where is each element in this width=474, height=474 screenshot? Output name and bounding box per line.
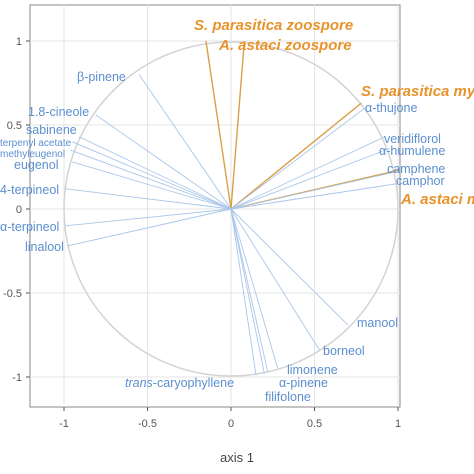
label-s-parasitica-my: S. parasitica my	[361, 83, 474, 100]
vector-terpineol	[65, 208, 232, 227]
vector-s-parasitica-zoospore	[205, 40, 232, 210]
label-filifolone: filifolone	[265, 390, 311, 404]
label-veridiflorol: veridiflorol	[384, 132, 441, 146]
vector-pinene	[230, 208, 269, 373]
vector-manool	[230, 208, 349, 326]
vector-limonene	[230, 208, 279, 369]
y-tick-label: 1	[16, 36, 22, 48]
vector-borneol	[230, 208, 320, 351]
vector-thujone	[230, 107, 365, 210]
label-pinene: β-pinene	[77, 70, 126, 84]
unit-circle	[63, 41, 399, 377]
label-eugenol: eugenol	[14, 158, 59, 172]
label-a-astaci-zoospore: A. astaci zoospore	[218, 37, 352, 54]
x-axis-title: axis 1	[220, 450, 254, 465]
y-tick-label: -0.5	[3, 288, 22, 300]
x-tick-label: -0.5	[138, 418, 157, 430]
label-a-astaci-m: A. astaci m	[400, 191, 474, 208]
x-tick-label: -1	[59, 418, 69, 430]
label-limonene: limonene	[287, 363, 338, 377]
vector-sabinene	[78, 136, 232, 210]
vector-s-parasitica-my	[230, 102, 362, 210]
label-thujone: α-thujone	[365, 101, 417, 115]
label-methyleugenol: methyleugenol	[0, 149, 65, 160]
label-trans-caryophyllene: trans-caryophyllene	[125, 376, 234, 390]
vector-4-terpineol	[65, 188, 232, 210]
vector-a-astaci-zoospore	[230, 40, 246, 210]
vector-1-8-cineole	[95, 114, 232, 210]
vector-labels: S. parasitica zoospore A. astaci zoospore…	[0, 17, 474, 404]
x-tick-label: 0.5	[307, 418, 322, 430]
label-s-parasitica-zoospore: S. parasitica zoospore	[194, 17, 353, 34]
plot-background	[29, 4, 401, 408]
vector-methyleugenol	[70, 149, 232, 210]
x-tick-label: 0	[228, 418, 234, 430]
vector-trans-caryophyllene	[230, 208, 257, 376]
grid-lines	[30, 5, 400, 407]
y-tick-label: 0	[16, 204, 22, 216]
label-pinene: α-pinene	[279, 376, 328, 390]
vector-camphor	[230, 183, 397, 210]
vector-eugenol	[72, 161, 232, 210]
label-camphene: camphene	[387, 162, 445, 176]
axis-ticks: -1 -0.5 0 0.5 1 -1 -0.5 0 0.5 1	[3, 36, 401, 430]
label-4-terpineol: 4-terpineol	[0, 183, 59, 197]
label-sabinene: sabinene	[26, 123, 77, 137]
label-manool: manool	[357, 316, 398, 330]
vector-camphene	[230, 171, 395, 210]
vector-humulene	[230, 148, 390, 210]
vector-lines	[65, 40, 399, 376]
y-tick-label: -1	[12, 372, 22, 384]
vector-veridiflorol	[230, 136, 385, 210]
vector-linalool	[67, 208, 232, 247]
vector-pinene	[138, 74, 232, 210]
label-borneol: borneol	[323, 344, 365, 358]
label-terpenyl-acetate: terpenyl acetate	[0, 138, 72, 149]
label-humulene: α-humulene	[379, 144, 445, 158]
label-linalool: linalool	[25, 240, 64, 254]
y-tick-label: 0.5	[7, 120, 22, 132]
x-tick-label: 1	[395, 418, 401, 430]
vector-filifolone	[230, 208, 265, 374]
label-1-8-cineole: 1.8-cineole	[28, 105, 89, 119]
vector-terpenyl-acetate	[72, 141, 232, 210]
label-terpineol: α-terpineol	[0, 220, 59, 234]
label-camphor: camphor	[396, 174, 445, 188]
